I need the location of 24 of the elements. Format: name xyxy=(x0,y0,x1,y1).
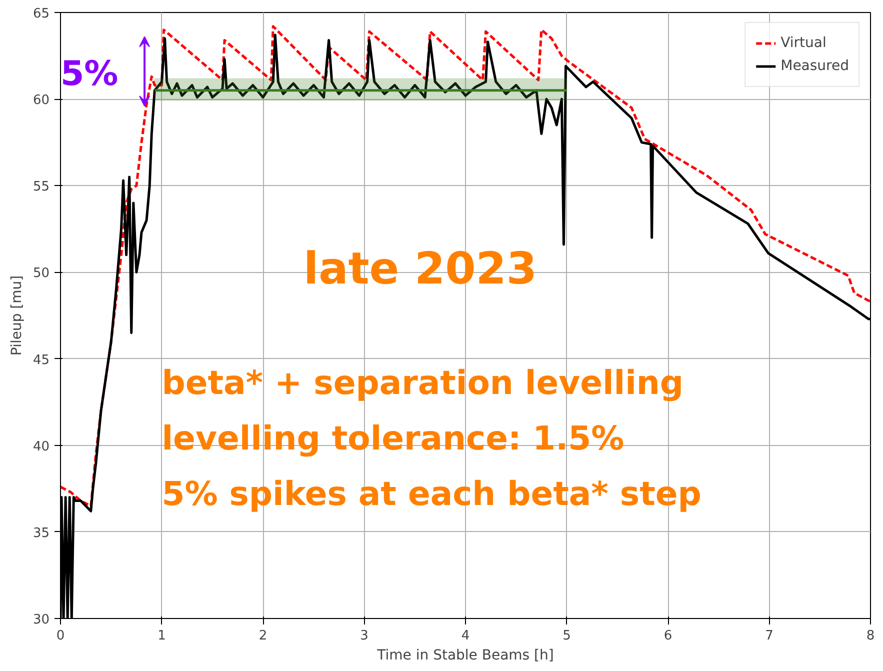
x-tick-label: 3 xyxy=(360,628,368,644)
y-tick-label: 35 xyxy=(32,526,50,541)
x-axis-title: Time in Stable Beams [h] xyxy=(376,648,554,664)
x-tick-label: 7 xyxy=(765,628,774,644)
x-tick-label: 6 xyxy=(664,628,672,644)
annotation: 5% xyxy=(60,54,118,94)
y-tick-label: 30 xyxy=(32,612,50,628)
x-tick-label: 4 xyxy=(461,628,470,644)
annotation: late 2023 xyxy=(304,244,537,295)
y-tick-label: 55 xyxy=(32,180,50,195)
x-tick-label: 0 xyxy=(56,628,65,644)
x-tick-label: 1 xyxy=(158,628,166,644)
legend-label: Measured xyxy=(780,58,849,74)
y-tick-label: 65 xyxy=(32,6,50,22)
y-tick-label: 50 xyxy=(32,266,50,282)
y-tick-label: 60 xyxy=(32,93,50,108)
x-tick-label: 2 xyxy=(258,628,268,644)
legend-label: Virtual xyxy=(780,35,826,51)
y-tick-label: 45 xyxy=(32,352,50,368)
annotation: beta* + separation levelling levelling tolerance: 1.5% 5% spikes at each beta* step xyxy=(162,363,702,513)
y-axis-title: Pileup [mu] xyxy=(8,275,25,356)
x-tick-label: 5 xyxy=(562,628,571,644)
y-tick-label: 40 xyxy=(32,439,50,454)
x-tick-label: 8 xyxy=(866,628,875,644)
